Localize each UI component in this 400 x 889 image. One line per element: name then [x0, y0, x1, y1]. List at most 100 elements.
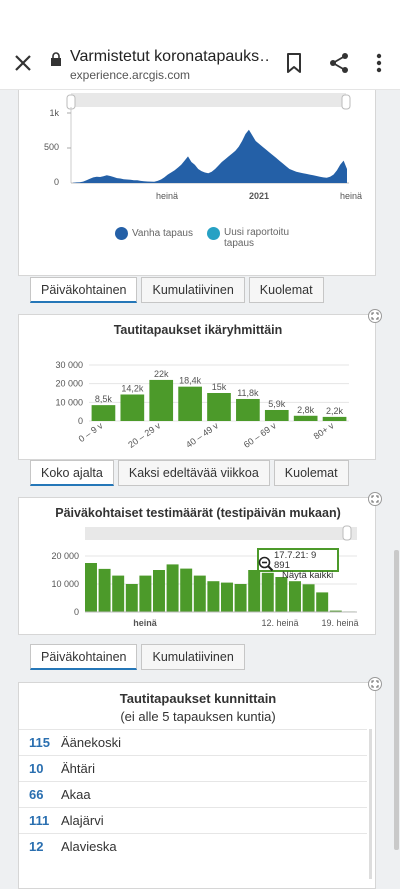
dashboard-content[interactable]: 1k 500 0 heinä 2021 heinä Vanha tapaus U… — [0, 90, 400, 889]
tooltip-value: 17.7.21: 9 891 — [274, 550, 317, 571]
case-count: 10 — [29, 761, 44, 776]
list-item[interactable]: 111 Alajärvi — [19, 807, 367, 833]
x-tick-label: 20 – 29 v — [126, 420, 162, 450]
bar[interactable] — [166, 564, 179, 612]
share-icon[interactable] — [328, 52, 350, 74]
panel2-tabs: Koko ajalta Kaksi edeltävää viikkoa Kuol… — [30, 460, 349, 486]
legend-swatch — [206, 227, 220, 240]
expand-icon[interactable] — [368, 677, 382, 691]
tab-deaths[interactable]: Kuolemat — [248, 277, 324, 303]
bar[interactable] — [234, 584, 247, 612]
bar[interactable] — [275, 577, 288, 612]
chart-legend: Vanha tapaus Uusi raportoitu tapaus — [115, 227, 304, 249]
chart-title: Päiväkohtaiset testimäärät (testipäivän … — [55, 506, 341, 520]
daily-cases-chart: 1k 500 0 heinä 2021 heinä — [44, 93, 362, 201]
expand-icon[interactable] — [368, 309, 382, 323]
data-label: 14,2k — [121, 383, 144, 393]
bar[interactable] — [261, 572, 274, 612]
bar[interactable] — [221, 582, 233, 612]
bar[interactable] — [302, 584, 315, 612]
bar[interactable] — [316, 592, 329, 612]
tab-cumulative[interactable]: Kumulatiivinen — [141, 277, 245, 303]
tab-daily[interactable]: Päiväkohtainen — [30, 644, 138, 670]
x-tick-label: 2021 — [249, 191, 269, 201]
bar[interactable] — [264, 409, 289, 421]
legend-swatch — [115, 227, 128, 240]
x-tick-label: 60 – 69 v — [242, 420, 278, 450]
municipality-name: Ähtäri — [61, 761, 95, 776]
tab-cumulative[interactable]: Kumulatiivinen — [141, 644, 245, 670]
range-slider-track[interactable] — [85, 527, 357, 540]
municipality-name: Alavieska — [61, 839, 117, 854]
x-tick-label: 40 – 49 v — [184, 420, 220, 450]
bar[interactable] — [207, 581, 220, 612]
y-tick-label: 0 — [54, 177, 59, 187]
x-tick-label: heinä — [156, 191, 178, 201]
y-tick-label: 1k — [49, 108, 59, 118]
x-tick-label: heinä — [340, 191, 362, 201]
bar[interactable] — [98, 568, 111, 612]
bar[interactable] — [153, 570, 165, 612]
tab-two-weeks[interactable]: Kaksi edeltävää viikkoa — [117, 460, 270, 486]
y-tick-label: 0 — [74, 607, 79, 617]
age-group-panel: Tautitapaukset ikäryhmittäin 0 10 000 20 0… — [18, 314, 376, 460]
data-label: 2,2k — [326, 406, 344, 416]
bar[interactable] — [149, 379, 174, 421]
list-item[interactable]: 12 Alavieska — [19, 833, 367, 859]
data-label: 15k — [212, 382, 227, 392]
list-item[interactable]: 10 Ähtäri — [19, 755, 367, 781]
zoom-out-icon[interactable] — [258, 556, 274, 572]
chart-title: Tautitapaukset ikäryhmittäin — [113, 323, 283, 337]
y-tick-label: 20 000 — [55, 379, 83, 389]
range-slider-track[interactable] — [71, 93, 346, 107]
data-label: 5,9k — [268, 399, 286, 409]
legend-item-new[interactable]: Uusi raportoitu tapaus — [206, 227, 304, 249]
x-tick-label: heinä — [133, 618, 158, 628]
range-handle[interactable] — [342, 525, 352, 541]
bar[interactable] — [322, 416, 347, 421]
tab-daily[interactable]: Päiväkohtainen — [30, 277, 138, 303]
legend-label: Uusi raportoitu tapaus — [223, 227, 290, 249]
municipality-list[interactable]: 115 Äänekoski 10 Ähtäri 66 Akaa 111 Alaj… — [19, 729, 367, 889]
range-handle-right[interactable] — [341, 94, 351, 110]
bookmark-icon[interactable] — [284, 52, 304, 74]
bar[interactable] — [120, 394, 145, 421]
daily-cases-panel: 1k 500 0 heinä 2021 heinä Vanha tapaus U… — [18, 90, 376, 276]
bar[interactable] — [293, 415, 318, 421]
tooltip-hint: Näytä kaikki — [282, 570, 334, 581]
bar[interactable] — [85, 563, 97, 612]
list-item[interactable]: 66 Akaa — [19, 781, 367, 807]
tab-deaths[interactable]: Kuolemat — [273, 460, 349, 486]
old-case-area-series — [73, 129, 347, 183]
page-url[interactable]: experience.arcgis.com — [70, 68, 191, 82]
bar[interactable] — [112, 575, 125, 612]
list-item[interactable]: 115 Äänekoski — [19, 729, 367, 755]
range-handle-left[interactable] — [66, 94, 76, 110]
bar[interactable] — [125, 584, 138, 612]
x-tick-label: 80+ v — [312, 420, 336, 441]
bar[interactable] — [178, 386, 202, 421]
bar[interactable] — [289, 581, 301, 612]
tooltip-box[interactable]: 17.7.21: 9 891 Näytä kaikki — [257, 548, 339, 581]
more-options-icon[interactable] — [372, 52, 386, 74]
panel1-tabs: Päiväkohtainen Kumulatiivinen Kuolemat — [30, 277, 324, 303]
legend-item-old[interactable]: Vanha tapaus — [115, 227, 193, 240]
data-label: 22k — [154, 369, 169, 379]
bar[interactable] — [248, 570, 261, 612]
bar[interactable] — [180, 568, 193, 612]
close-icon[interactable] — [12, 52, 34, 74]
tab-all-time[interactable]: Koko ajalta — [30, 460, 114, 486]
bar[interactable] — [207, 393, 231, 421]
scrollbar[interactable] — [394, 550, 399, 850]
expand-icon[interactable] — [368, 492, 382, 506]
panel3-tabs: Päiväkohtainen Kumulatiivinen — [30, 644, 245, 670]
bar[interactable] — [329, 610, 342, 612]
bar[interactable] — [236, 398, 260, 421]
bar[interactable] — [193, 575, 206, 612]
bar[interactable] — [91, 405, 116, 421]
bar[interactable] — [139, 575, 152, 612]
y-tick-label: 10 000 — [51, 579, 79, 589]
daily-tests-panel: Päiväkohtaiset testimäärät (testipäivän … — [18, 497, 376, 635]
browser-toolbar: Varmistetut koronatapauks… experience.ar… — [0, 0, 400, 90]
list-scrollbar[interactable] — [369, 729, 372, 879]
